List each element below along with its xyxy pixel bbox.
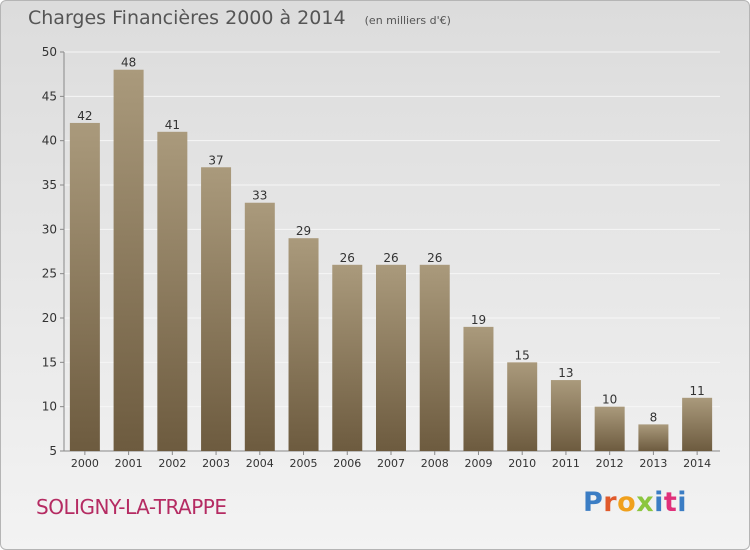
x-tick-label: 2001	[115, 457, 143, 470]
data-label: 8	[650, 410, 658, 424]
bar	[201, 167, 232, 451]
y-tick-label: 30	[42, 222, 57, 236]
bar	[682, 397, 713, 451]
chart-subtitle: (en milliers d'€)	[364, 14, 451, 27]
logo-letter: o	[617, 487, 637, 518]
y-tick-label: 25	[42, 267, 57, 281]
data-label: 33	[252, 189, 267, 203]
x-tick-label: 2006	[333, 457, 361, 470]
y-tick-label: 35	[42, 178, 57, 192]
x-tick-label: 2002	[158, 457, 186, 470]
bar	[638, 424, 669, 451]
x-tick-label: 2011	[552, 457, 580, 470]
y-tick-label: 50	[42, 45, 57, 59]
data-label: 41	[165, 118, 180, 132]
bar	[550, 380, 581, 451]
data-label: 37	[208, 153, 223, 167]
data-label: 29	[296, 224, 311, 238]
logo-letter: x	[636, 487, 655, 518]
x-tick-label: 2007	[377, 457, 405, 470]
bar	[332, 264, 363, 451]
y-tick-label: 15	[42, 355, 57, 369]
x-tick-label: 2004	[246, 457, 274, 470]
y-tick-label: 20	[42, 311, 57, 325]
logo-letter: i	[677, 487, 688, 518]
proxiti-logo: Proxiti	[583, 487, 687, 518]
data-label: 13	[558, 366, 573, 380]
data-label: 19	[471, 313, 486, 327]
x-tick-label: 2009	[464, 457, 492, 470]
x-tick-label: 2003	[202, 457, 230, 470]
logo-letter: r	[603, 487, 618, 518]
x-tick-label: 2012	[596, 457, 624, 470]
logo-letter: t	[663, 487, 678, 518]
x-tick-label: 2010	[508, 457, 536, 470]
bar	[376, 264, 406, 451]
x-tick-label: 2005	[290, 457, 318, 470]
data-label: 15	[515, 348, 530, 362]
bar	[157, 131, 188, 452]
bar	[507, 362, 538, 451]
logo-letter: P	[583, 487, 604, 518]
bar	[594, 406, 625, 451]
y-tick-label: 5	[49, 444, 57, 458]
x-tick-label: 2013	[639, 457, 667, 470]
bar	[288, 238, 319, 451]
y-tick-label: 45	[42, 89, 57, 103]
bar	[113, 69, 144, 451]
bar	[419, 264, 450, 451]
bar	[244, 202, 275, 451]
chart-title: Charges Financières 2000 à 2014	[28, 7, 346, 29]
logo-letter: i	[654, 487, 664, 518]
data-label: 10	[602, 393, 617, 407]
x-tick-label: 2014	[683, 457, 711, 470]
data-label: 42	[77, 109, 92, 123]
x-tick-label: 2008	[421, 457, 449, 470]
bar	[463, 326, 494, 451]
location-label: SOLIGNY-LA-TRAPPE	[36, 495, 227, 519]
data-label: 48	[121, 56, 136, 70]
bar	[69, 122, 100, 451]
y-tick-label: 10	[42, 400, 57, 414]
x-tick-label: 2000	[71, 457, 99, 470]
data-label: 26	[340, 251, 355, 265]
data-label: 26	[383, 251, 398, 265]
data-label: 26	[427, 251, 442, 265]
data-label: 11	[689, 384, 704, 398]
title-row: Charges Financières 2000 à 2014 (en mill…	[28, 7, 451, 29]
y-tick-label: 40	[42, 134, 57, 148]
